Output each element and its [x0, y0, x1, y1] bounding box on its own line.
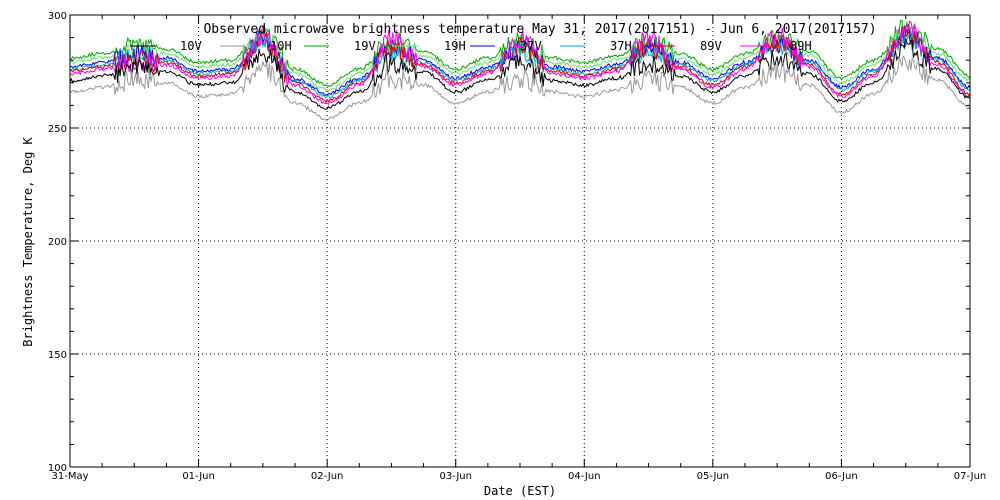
- legend: 10V 10H 19V 19H 37V 37H 89V 89H: [130, 39, 812, 53]
- tick-labels: 100 150 200 250 300 31-May 01-Jun 02-Jun 03-Jun 0…: [48, 11, 986, 482]
- x-tick-label: 05-Jun: [697, 471, 730, 482]
- x-tick-label: 03-Jun: [439, 471, 472, 482]
- y-tick-label: 250: [48, 124, 67, 135]
- y-tick-label: 200: [48, 237, 67, 248]
- series-line-19H: [70, 24, 971, 93]
- series-line-10V: [69, 38, 971, 110]
- series-line-89H: [69, 20, 971, 106]
- legend-label: 89H: [790, 39, 812, 53]
- grid-lines: [70, 15, 970, 467]
- y-tick-label: 150: [48, 350, 67, 361]
- legend-label: 19H: [444, 39, 466, 53]
- series-line-10H: [69, 55, 971, 122]
- y-tick-label: 300: [48, 11, 67, 22]
- chart-title: Observed microwave brightness temperatur…: [203, 22, 876, 37]
- x-tick-label: 04-Jun: [568, 471, 601, 482]
- series-line-89V: [69, 23, 971, 104]
- x-tick-label: 02-Jun: [311, 471, 344, 482]
- x-tick-label: 06-Jun: [825, 471, 858, 482]
- y-axis-label: Brightness Temperature, Deg K: [21, 136, 35, 346]
- x-tick-label: 07-Jun: [954, 471, 987, 482]
- legend-label: 37V: [520, 39, 542, 53]
- legend-label: 89V: [700, 39, 722, 53]
- series-lines: [69, 19, 971, 122]
- legend-label: 10H: [270, 39, 292, 53]
- legend-label: 37H: [610, 39, 632, 53]
- x-tick-label: 01-Jun: [182, 471, 215, 482]
- legend-label: 19V: [354, 39, 376, 53]
- legend-label: 10V: [180, 39, 202, 53]
- x-tick-label: 31-May: [51, 471, 88, 482]
- x-axis-label: Date (EST): [484, 484, 556, 498]
- axis-ticks: [69, 14, 971, 468]
- y-tick-label: 100: [48, 463, 67, 474]
